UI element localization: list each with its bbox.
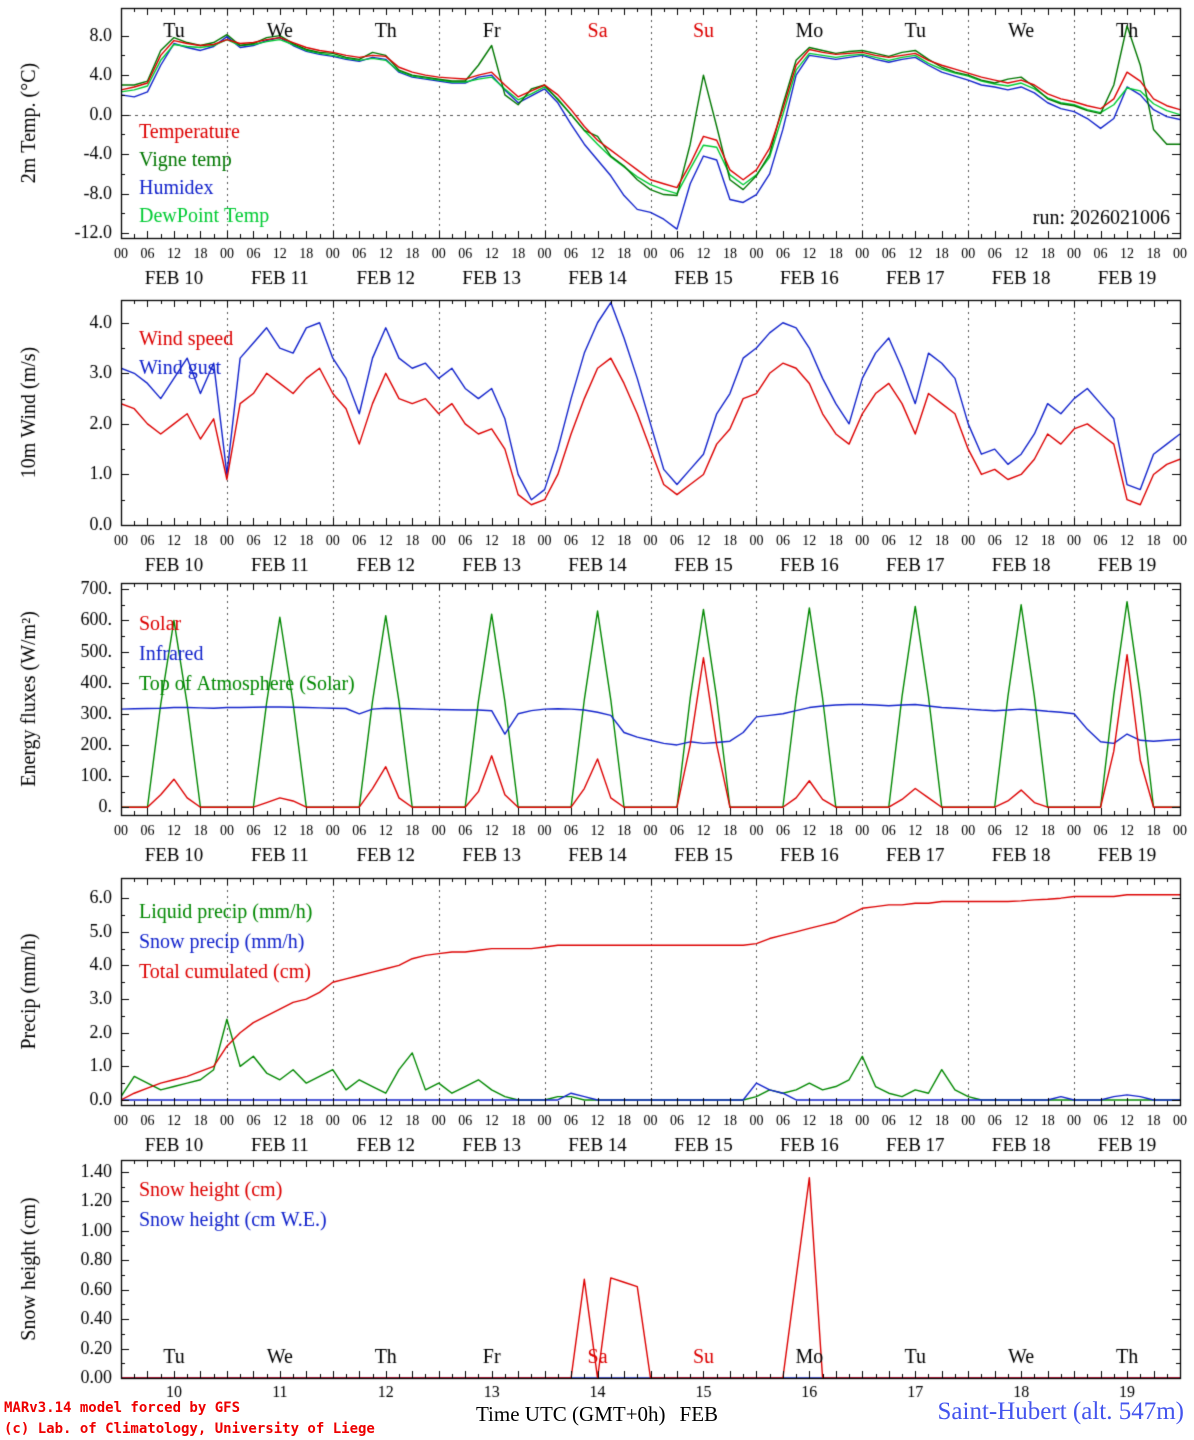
model-credit: MARv3.14 model forced by GFS (c) Lab. of…: [4, 1398, 375, 1440]
month-label: FEB: [679, 1402, 719, 1426]
time-axis-label-text: Time UTC (GMT+0h): [475, 1402, 666, 1426]
model-credit-line1: MARv3.14 model forced by GFS: [4, 1400, 241, 1416]
time-axis-label: Time UTC (GMT+0h) FEB: [0, 1402, 1194, 1427]
station-label: Saint-Hubert (alt. 547m): [937, 1398, 1184, 1425]
model-credit-line2: (c) Lab. of Climatology, University of L…: [4, 1421, 375, 1437]
